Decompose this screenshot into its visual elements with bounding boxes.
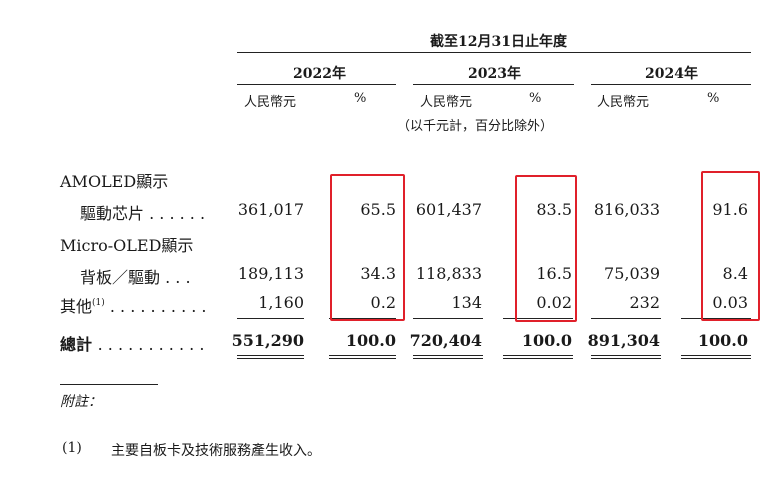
row-others-text: 其他 bbox=[60, 297, 93, 316]
row-others-2022-pct: 0.2 bbox=[370, 293, 396, 312]
row-microoled-2023-rmb: 118,833 bbox=[415, 264, 482, 283]
subtotal-line bbox=[681, 318, 751, 319]
unit-note: （以千元計，百分比除外） bbox=[397, 119, 554, 134]
unit-pct-2024: % bbox=[707, 91, 720, 106]
footnote-mark: (1) bbox=[92, 298, 105, 308]
row-others-label: 其他(1) . . . . . . . . . . bbox=[60, 293, 207, 317]
unit-pct-2022: % bbox=[354, 91, 367, 106]
total-text: 總計 bbox=[60, 335, 93, 354]
row-microoled-2022-rmb: 189,113 bbox=[237, 264, 304, 283]
leader-dots: . . . . . . . . . . . bbox=[97, 335, 205, 354]
note-text: 主要自板卡及技術服務產生收入。 bbox=[111, 443, 321, 459]
row-microoled-2023-pct: 16.5 bbox=[536, 264, 572, 283]
total-2023-rmb: 720,404 bbox=[409, 331, 482, 350]
year-2022: 2022年 bbox=[293, 66, 346, 82]
row-amoled-2022-pct: 65.5 bbox=[360, 200, 396, 219]
total-2022-pct: 100.0 bbox=[345, 331, 396, 350]
row-amoled-label-line1: AMOLED顯示 bbox=[60, 172, 169, 191]
row-amoled-2024-rmb: 816,033 bbox=[593, 200, 660, 219]
total-2023-pct: 100.0 bbox=[521, 331, 572, 350]
year-underline-2022 bbox=[237, 84, 396, 85]
row-amoled-2023-pct: 83.5 bbox=[536, 200, 572, 219]
subtotal-line bbox=[237, 318, 304, 319]
row-amoled-2022-rmb: 361,017 bbox=[237, 200, 304, 219]
row-amoled-2024-pct: 91.6 bbox=[712, 200, 748, 219]
row-amoled-2023-rmb: 601,437 bbox=[415, 200, 482, 219]
notes-title: 附註： bbox=[60, 394, 102, 410]
period-header: 截至12月31日止年度 bbox=[430, 34, 567, 50]
unit-rmb-2022: 人民幣元 bbox=[244, 95, 297, 110]
row-microoled-2024-rmb: 75,039 bbox=[604, 264, 660, 283]
subtotal-line bbox=[591, 318, 661, 319]
row-amoled-label-line2: 驅動芯片 . . . . . . bbox=[80, 200, 205, 224]
row-others-2023-rmb: 134 bbox=[451, 293, 482, 312]
total-label: 總計 . . . . . . . . . . . bbox=[60, 331, 204, 355]
row-amoled-label: 驅動芯片 bbox=[80, 204, 145, 223]
highlight-box-2024-pct bbox=[701, 171, 760, 321]
year-2024: 2024年 bbox=[645, 66, 698, 82]
year-underline-2023 bbox=[413, 84, 574, 85]
row-microoled-label-line1: Micro-OLED顯示 bbox=[60, 236, 194, 255]
subtotal-line bbox=[329, 318, 396, 319]
row-others-2022-rmb: 1,160 bbox=[258, 293, 304, 312]
highlight-box-2023-pct bbox=[515, 175, 577, 322]
leader-dots: . . . bbox=[165, 268, 191, 287]
note-mark: (1) bbox=[62, 440, 82, 456]
total-2022-rmb: 551,290 bbox=[231, 331, 304, 350]
total-2024-pct: 100.0 bbox=[697, 331, 748, 350]
row-others-2024-rmb: 232 bbox=[629, 293, 660, 312]
period-underline bbox=[237, 52, 751, 53]
unit-rmb-2023: 人民幣元 bbox=[420, 95, 473, 110]
year-underline-2024 bbox=[591, 84, 751, 85]
row-microoled-2024-pct: 8.4 bbox=[722, 264, 748, 283]
notes-separator bbox=[60, 384, 158, 385]
row-microoled-label: 背板／驅動 bbox=[80, 268, 161, 287]
subtotal-line bbox=[413, 318, 483, 319]
year-2023: 2023年 bbox=[468, 66, 521, 82]
row-others-2023-pct: 0.02 bbox=[536, 293, 572, 312]
unit-rmb-2024: 人民幣元 bbox=[597, 95, 650, 110]
row-microoled-2022-pct: 34.3 bbox=[360, 264, 396, 283]
subtotal-line bbox=[503, 318, 573, 319]
leader-dots: . . . . . . . . . . bbox=[109, 297, 207, 316]
total-2024-rmb: 891,304 bbox=[587, 331, 660, 350]
row-microoled-label-line2: 背板／驅動 . . . bbox=[80, 264, 191, 288]
highlight-box-2022-pct bbox=[330, 174, 405, 321]
row-others-2024-pct: 0.03 bbox=[712, 293, 748, 312]
unit-pct-2023: % bbox=[529, 91, 542, 106]
leader-dots: . . . . . . bbox=[149, 204, 206, 223]
